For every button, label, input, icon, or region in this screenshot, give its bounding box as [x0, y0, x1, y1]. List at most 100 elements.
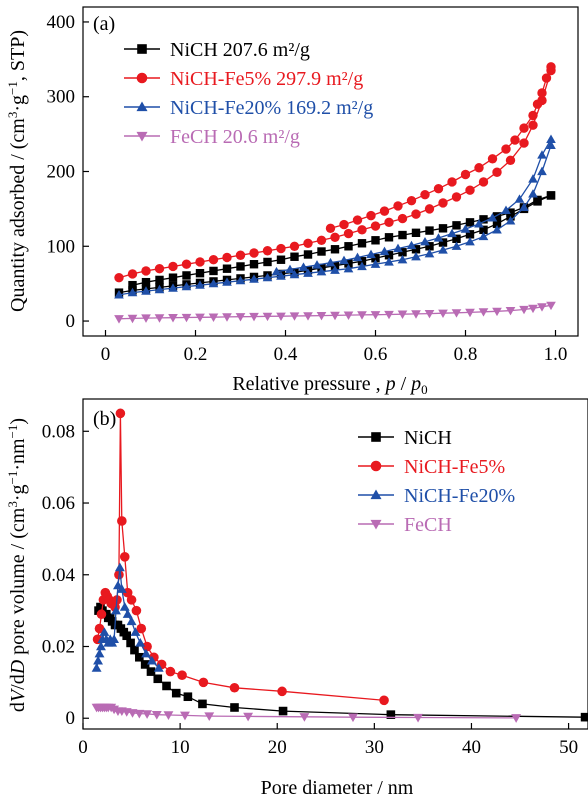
data-point — [141, 314, 151, 323]
data-point — [425, 226, 434, 235]
data-point — [357, 311, 367, 320]
data-point — [116, 584, 127, 593]
y-tick-label: 200 — [47, 162, 76, 183]
data-point — [492, 219, 502, 229]
data-point — [230, 703, 239, 712]
data-point — [235, 250, 246, 260]
data-point — [154, 284, 165, 294]
data-point — [420, 236, 430, 246]
data-point — [303, 250, 313, 259]
panel-a-adsorption-isotherm: 0 0.2 0.4 0.6 0.8 1.0 0 100 200 300 400 (a) Relati… — [5, 6, 579, 397]
data-point — [384, 251, 394, 260]
panel-b-y-axis-label-sup-1b: −1 — [5, 425, 20, 439]
data-point — [285, 264, 295, 274]
data-point — [109, 634, 120, 644]
legend-entry: FeCH — [404, 514, 452, 536]
x-tick-label: 0.2 — [184, 344, 208, 365]
data-point — [325, 257, 336, 267]
data-point — [505, 155, 516, 165]
data-point — [330, 265, 340, 274]
data-point — [153, 663, 164, 672]
data-point — [393, 243, 403, 253]
data-point — [511, 714, 522, 723]
data-point — [180, 711, 190, 721]
panel-b-y-axis-label: dV/dD pore volume / (cm3·g−1·nm−1) — [5, 418, 29, 712]
data-point — [398, 248, 407, 257]
data-point — [229, 682, 240, 693]
data-point — [134, 709, 145, 719]
x-tick-label: 40 — [462, 737, 481, 758]
data-point — [366, 249, 376, 259]
series-line — [97, 605, 586, 718]
data-point — [357, 239, 367, 248]
legend-marker — [371, 432, 381, 442]
data-point — [379, 206, 390, 216]
data-point — [460, 169, 471, 180]
data-point — [154, 314, 165, 323]
data-point — [325, 223, 336, 234]
data-point — [438, 245, 448, 254]
data-point — [127, 287, 138, 297]
data-point — [262, 272, 273, 282]
panel-b-label: (b) — [93, 408, 116, 430]
x-tick-label: 0 — [78, 737, 88, 758]
panel-a-legend: NiCH 207.6 m²/g NiCH-Fe5% 297.9 m²/g NiCH-… — [124, 39, 373, 148]
panel-a-y-axis-label-text: Quantity adsorbed / (cm — [7, 118, 29, 312]
data-point — [177, 670, 187, 680]
panel-a-x-axis-label-p: p — [384, 373, 396, 395]
data-point — [163, 711, 174, 720]
data-point — [424, 309, 435, 319]
data-point — [303, 238, 313, 248]
panel-b-y-axis-label-text: pore volume / (cm — [7, 507, 29, 660]
data-point — [289, 312, 300, 321]
data-point — [424, 248, 435, 258]
data-point — [371, 254, 380, 263]
data-point — [114, 315, 124, 324]
data-point — [146, 667, 156, 676]
panel-a-x-axis-label-sub: 0 — [421, 382, 428, 397]
data-point — [222, 264, 232, 273]
y-tick-label: 0 — [66, 311, 76, 332]
data-point — [370, 311, 381, 320]
data-point — [370, 221, 381, 231]
legend-marker — [370, 519, 382, 530]
data-point — [411, 228, 421, 238]
data-point — [236, 262, 245, 271]
data-point — [222, 313, 232, 322]
data-point — [478, 177, 489, 187]
data-point — [99, 627, 110, 636]
data-point — [465, 236, 475, 246]
data-point — [271, 266, 282, 276]
data-point — [276, 255, 286, 264]
data-point — [533, 195, 542, 205]
data-point — [357, 257, 367, 266]
data-point — [339, 219, 349, 230]
data-point — [276, 243, 286, 254]
data-point — [94, 648, 105, 658]
data-point — [465, 218, 475, 227]
y-tick-label: 0 — [66, 708, 76, 729]
data-point — [181, 313, 192, 323]
panel-a-ticks: 0 0.2 0.4 0.6 0.8 1.0 0 100 200 300 400 — [47, 12, 568, 365]
data-point — [357, 261, 367, 271]
data-point — [168, 314, 178, 323]
data-point — [580, 712, 588, 722]
data-point — [119, 602, 130, 611]
data-point — [136, 623, 147, 634]
data-point — [343, 228, 354, 239]
data-point — [537, 88, 547, 98]
data-point — [155, 275, 164, 285]
legend-entry: NiCH-Fe20% — [404, 485, 515, 507]
data-point — [249, 248, 259, 258]
panel-b-y-axis-label-v: V — [7, 687, 29, 702]
data-point — [290, 252, 299, 261]
data-point — [506, 208, 515, 217]
data-point — [317, 247, 326, 256]
data-point — [379, 695, 389, 706]
data-point — [528, 120, 538, 130]
data-point — [298, 262, 309, 271]
series-line — [276, 138, 552, 273]
legend-entry: FeCH 20.6 m²/g — [170, 126, 300, 148]
data-point — [195, 313, 205, 323]
y-tick-label: 0.02 — [42, 637, 75, 658]
